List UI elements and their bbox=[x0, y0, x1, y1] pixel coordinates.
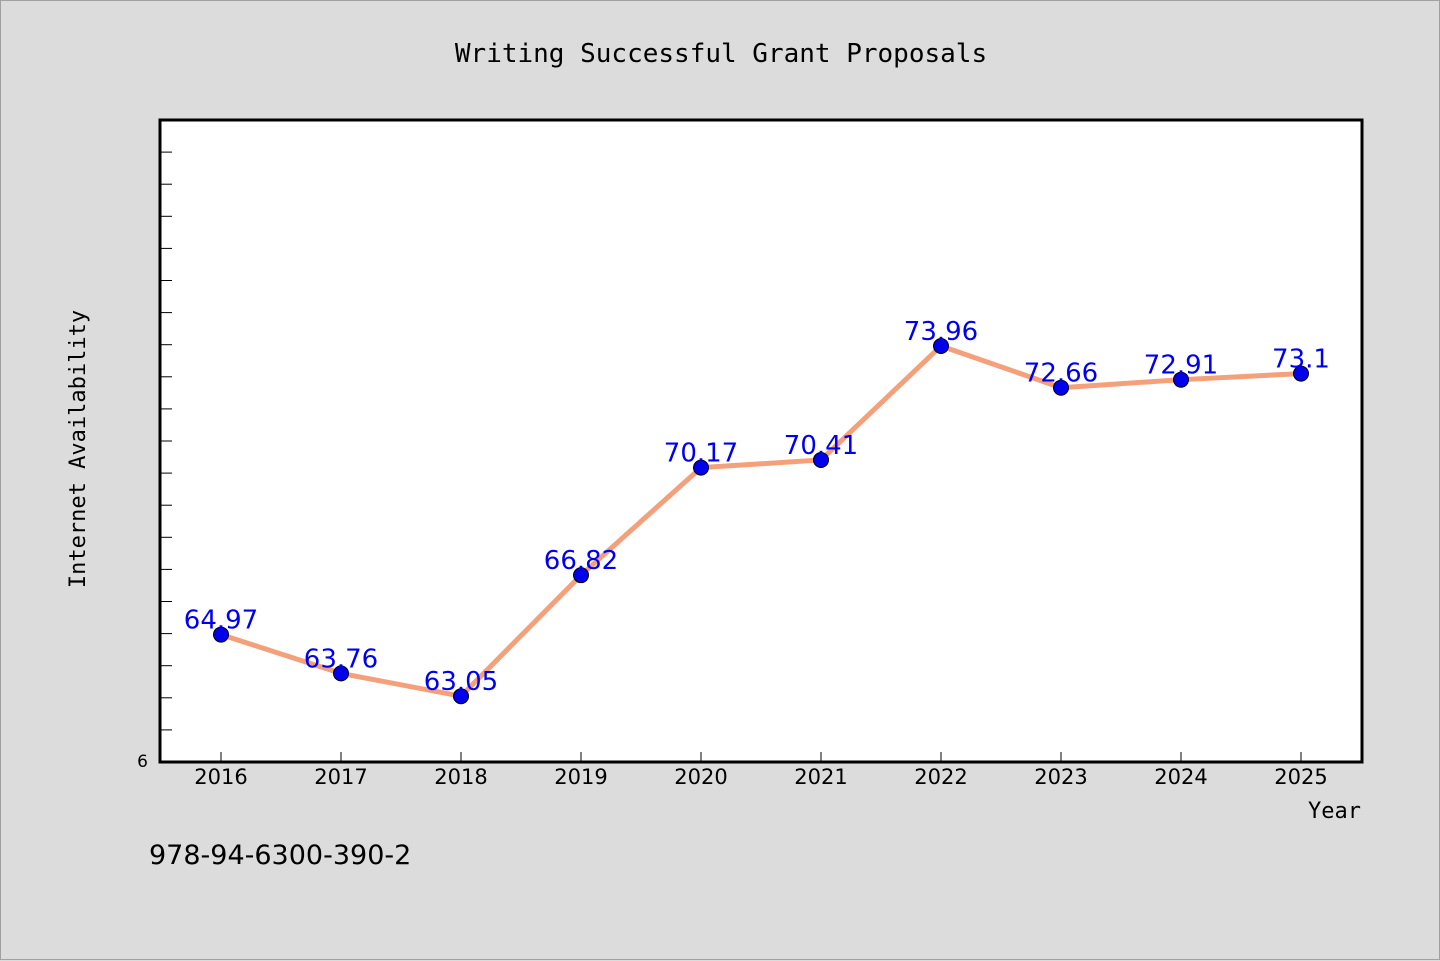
chart-title: Writing Successful Grant Proposals bbox=[455, 39, 987, 69]
y-tick-label: 6 bbox=[137, 752, 148, 772]
plot-area bbox=[158, 118, 1364, 764]
data-point bbox=[1053, 379, 1069, 396]
x-tick-label: 2024 bbox=[1154, 765, 1207, 789]
data-point bbox=[813, 451, 829, 468]
y-axis-ticks bbox=[160, 151, 172, 731]
data-point bbox=[333, 665, 349, 682]
data-label: 73.1 bbox=[1272, 345, 1330, 375]
data-label: 70.17 bbox=[664, 439, 738, 469]
x-tick-label: 2025 bbox=[1274, 765, 1327, 789]
data-labels: 64.97 63.76 63.05 66.82 70.17 70.41 73.96 72.66… bbox=[184, 317, 1330, 697]
data-label: 66.82 bbox=[544, 546, 618, 576]
y-axis-label: Internet Availability bbox=[66, 310, 91, 588]
series-line bbox=[218, 343, 1304, 699]
data-point bbox=[693, 459, 709, 476]
data-point bbox=[933, 337, 949, 354]
data-point bbox=[453, 688, 469, 705]
data-label: 73.96 bbox=[904, 317, 978, 347]
x-axis-label: Year bbox=[1308, 799, 1361, 824]
x-tick-label: 2019 bbox=[554, 765, 607, 789]
x-tick-label: 2020 bbox=[674, 765, 727, 789]
x-tick-label: 2021 bbox=[794, 765, 847, 789]
data-markers bbox=[213, 337, 1309, 705]
data-point bbox=[213, 626, 229, 643]
x-tick-label: 2018 bbox=[434, 765, 487, 789]
x-tick-label: 2016 bbox=[194, 765, 247, 789]
data-label: 64.97 bbox=[184, 606, 258, 636]
data-label: 72.91 bbox=[1144, 351, 1218, 381]
footer-isbn-text: 978-94-6300-390-2 bbox=[149, 840, 411, 871]
x-tick-label: 2023 bbox=[1034, 765, 1087, 789]
data-point bbox=[1293, 365, 1309, 382]
data-label: 63.05 bbox=[424, 667, 498, 697]
data-label: 72.66 bbox=[1024, 359, 1098, 389]
x-tick-label: 2017 bbox=[314, 765, 367, 789]
x-tick-label: 2022 bbox=[914, 765, 967, 789]
x-axis-tick-labels: 2016 2017 2018 2019 2020 2021 2022 2023 2024 2025 bbox=[194, 765, 1327, 789]
data-point bbox=[1173, 371, 1189, 388]
data-label: 70.41 bbox=[784, 431, 858, 461]
data-point bbox=[573, 567, 589, 584]
data-label: 63.76 bbox=[304, 644, 378, 674]
x-axis-ticks bbox=[220, 752, 1302, 762]
